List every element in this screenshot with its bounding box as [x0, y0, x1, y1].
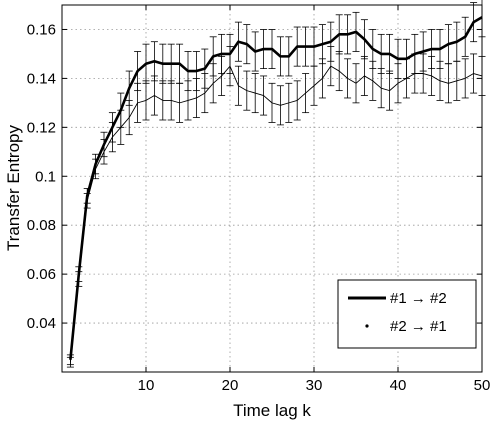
y-tick-labels: 0.04 0.06 0.08 0.1 0.12 0.14 0.16	[27, 21, 56, 332]
y-tick-label: 0.14	[27, 70, 56, 87]
x-axis-label: Time lag k	[233, 401, 311, 420]
y-tick-label: 0.16	[27, 21, 56, 38]
x-tick-label: 40	[390, 377, 407, 394]
legend-box	[337, 279, 477, 349]
series-line-1	[69, 16, 483, 360]
x-tick-label: 50	[474, 377, 490, 394]
y-tick-label: 0.12	[27, 119, 56, 136]
legend: #1 → #2 #2 → #1	[337, 279, 477, 349]
x-tick-label: 10	[138, 377, 155, 394]
y-axis-label: Transfer Entropy	[4, 125, 23, 251]
legend-label-series-1: #1 → #2	[390, 290, 447, 307]
y-tick-label: 0.04	[27, 315, 56, 332]
x-tick-label: 20	[222, 377, 239, 394]
x-tick-label: 30	[306, 377, 323, 394]
legend-label-series-2: #2 → #1	[390, 318, 447, 335]
axis-ticks	[62, 5, 483, 372]
y-tick-label: 0.1	[35, 168, 56, 185]
series-lines	[69, 16, 483, 363]
y-tick-label: 0.08	[27, 217, 56, 234]
x-tick-labels: 10 20 30 40 50	[138, 377, 490, 394]
legend-swatch-series-2	[365, 324, 369, 328]
y-tick-label: 0.06	[27, 266, 56, 283]
plot-frame	[61, 4, 483, 373]
series-line-2	[69, 65, 483, 363]
